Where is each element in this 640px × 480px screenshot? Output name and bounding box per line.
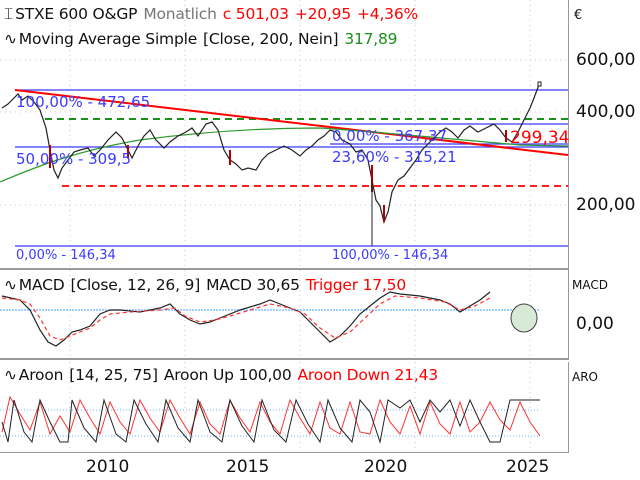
x-axis-2025: 2025: [506, 457, 550, 477]
macd-value: MACD 30,65: [206, 276, 300, 294]
aroon-pane[interactable]: ∿ Aroon [14, 25, 75] Aroon Up 100,00 Aroon D…: [0, 362, 569, 453]
price-legend: ⌶ STXE 600 O&GP Monatlich c 501,03 +20,95 +4,…: [4, 5, 424, 24]
fib-label-100-right: 100,00% - 146,34: [332, 248, 449, 263]
aroon-up-value: Aroon Up 100,00: [163, 366, 292, 384]
ma-value: 317,89: [344, 30, 398, 48]
ma-legend: ∿ Moving Average Simple [Close, 200, Nein]…: [4, 30, 403, 48]
price-pane[interactable]: ⌶ STXE 600 O&GP Monatlich c 501,03 +20,95 +4,…: [0, 0, 569, 270]
macd-axis-title: MACD: [572, 278, 608, 292]
macd-pane[interactable]: ∿ MACD [Close, 12, 26, 9] MACD 30,65 Trigger…: [0, 270, 569, 360]
fib-label-236-right: 23,60% - 315,21: [332, 148, 457, 166]
x-axis-2010: 2010: [86, 457, 130, 477]
wave-icon: ∿: [4, 366, 17, 384]
price-axis-200: 200,00: [576, 195, 636, 215]
price-axis-600: 600,00: [576, 50, 636, 70]
currency-label: €: [574, 8, 583, 23]
price-chart: [0, 0, 568, 268]
wave-icon: ∿: [4, 276, 17, 294]
ma-name: Moving Average Simple: [18, 30, 198, 48]
macd-name: MACD: [18, 276, 65, 294]
fib-label-0-left: 0,00% - 146,34: [16, 248, 116, 263]
macd-legend: ∿ MACD [Close, 12, 26, 9] MACD 30,65 Trigger…: [4, 276, 412, 294]
fib-label-0-right: 0,00% - 367,37: [332, 127, 448, 145]
price-axis-400: 400,00: [576, 102, 636, 122]
change-pct: +4,36%: [357, 5, 419, 23]
wave-icon: ∿: [4, 30, 17, 48]
instrument-name: STXE 600 O&GP: [15, 5, 138, 23]
aroon-axis-title: ARO: [572, 370, 598, 384]
x-axis-2020: 2020: [364, 457, 408, 477]
aroon-name: Aroon: [18, 366, 64, 384]
ma-params: [Close, 200, Nein]: [203, 30, 339, 48]
x-axis-2015: 2015: [226, 457, 270, 477]
macd-chart: [0, 270, 540, 358]
aroon-down-value: Aroon Down 21,43: [297, 366, 439, 384]
fib-label-50-left: 50,00% - 309,5: [16, 150, 132, 168]
change-abs: +20,95: [294, 5, 351, 23]
period-label: Monatlich: [143, 5, 217, 23]
fib-label-100-left: 100,00% - 472,65: [16, 93, 151, 111]
trendline-value-label: 299,34: [510, 128, 570, 148]
aroon-params: [14, 25, 75]: [69, 366, 158, 384]
close-value: c 501,03: [222, 5, 289, 23]
candlestick-icon: ⌶: [4, 5, 14, 23]
aroon-chart: [0, 362, 541, 452]
macd-params: [Close, 12, 26, 9]: [70, 276, 201, 294]
aroon-legend: ∿ Aroon [14, 25, 75] Aroon Up 100,00 Aroon D…: [4, 366, 444, 384]
macd-axis-zero: 0,00: [576, 314, 614, 334]
trigger-value: Trigger 17,50: [305, 276, 406, 294]
